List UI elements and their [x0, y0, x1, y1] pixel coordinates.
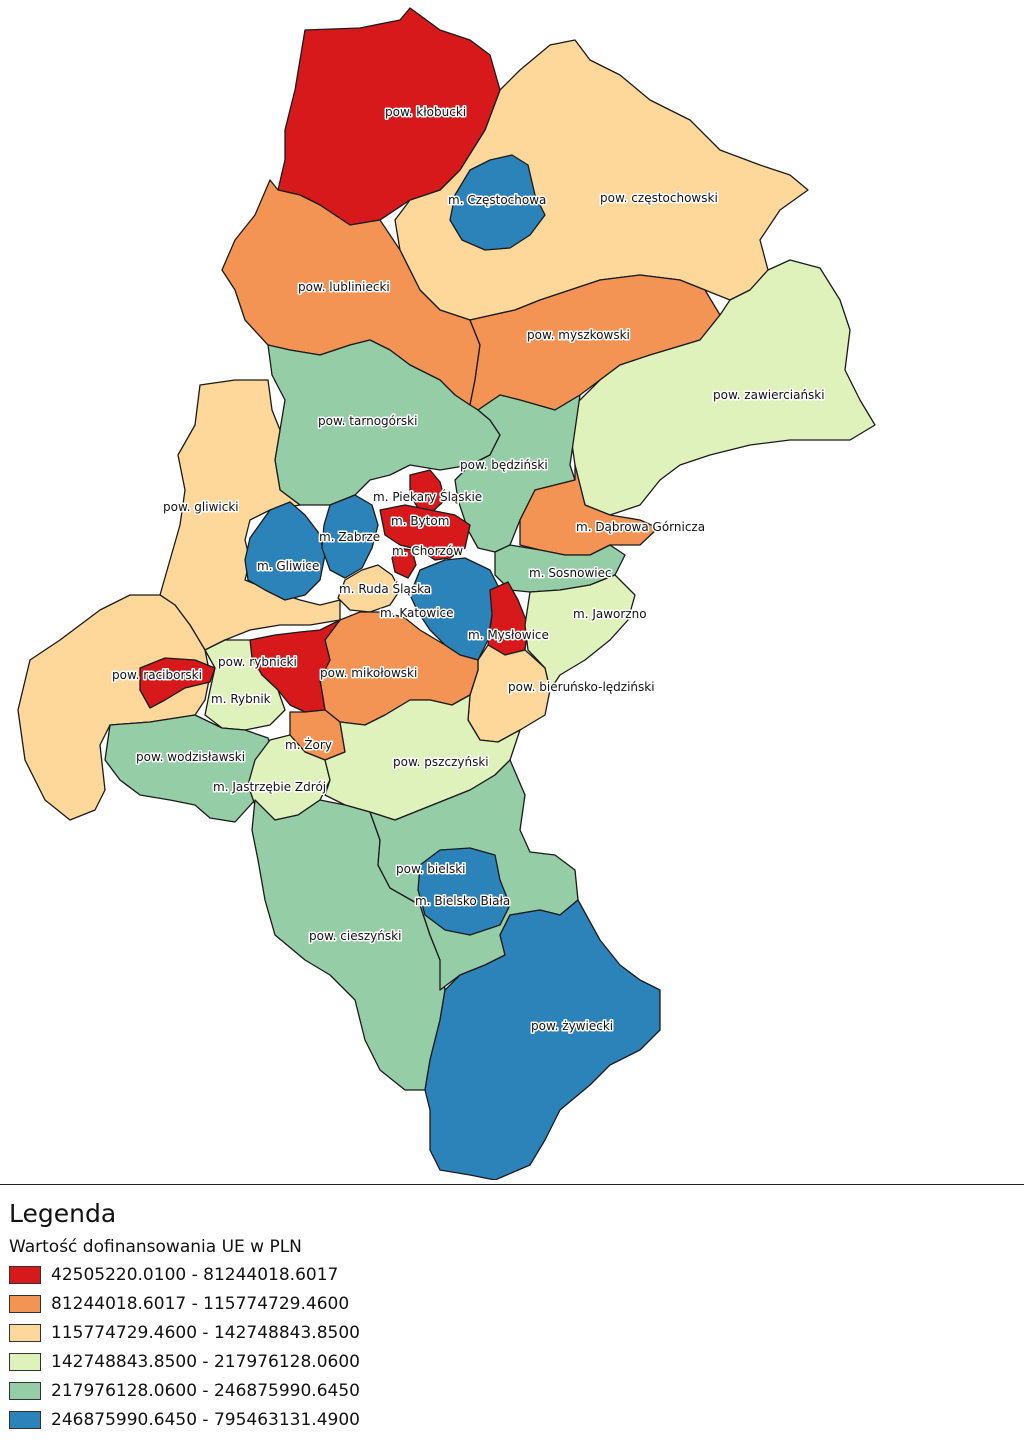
legend-swatch [9, 1353, 41, 1371]
legend-label: 115774729.4600 - 142748843.8500 [51, 1323, 360, 1343]
label-pow-klobucki: pow. kłobucki [385, 105, 466, 119]
label-m-piekary-slaskie: m. Piekary Śląskie [373, 489, 482, 504]
region-shapes [17, 7, 876, 1180]
label-m-gliwice: m. Gliwice [257, 559, 319, 573]
label-m-chorzow: m. Chorzów [392, 544, 463, 558]
label-pow-lubliniecki: pow. lubliniecki [298, 280, 390, 294]
label-m-bytom: m. Bytom [391, 514, 449, 528]
map-legend: Legenda Wartość dofinansowania UE w PLN … [0, 1184, 1024, 1449]
label-m-myslowice: m. Mysłowice [468, 628, 549, 642]
choropleth-map: pow. kłobucki m. Częstochowa pow. często… [17, 7, 876, 1180]
region-m-ruda-slaska [337, 564, 401, 613]
label-pow-zawiercianski: pow. zawierciański [713, 388, 825, 402]
label-pow-myszkowski: pow. myszkowski [527, 328, 630, 342]
label-m-czestochowa: m. Częstochowa [448, 193, 546, 207]
region-m-katowice [409, 557, 501, 661]
label-pow-rybnicki: pow. rybnicki [218, 655, 297, 669]
region-m-rybnik [204, 639, 286, 731]
label-m-sosnowiec: m. Sosnowiec [529, 566, 612, 580]
legend-swatch [9, 1266, 41, 1284]
label-m-jaworzno: m. Jaworzno [573, 607, 647, 621]
label-m-zabrze: m. Zabrze [319, 530, 380, 544]
legend-title: Legenda [9, 1199, 117, 1228]
region-pow-gliwicki [159, 379, 341, 651]
region-m-jastrzebie-zdroj [247, 734, 331, 821]
label-pow-cieszynski: pow. cieszyński [309, 929, 401, 943]
region-pow-wodzislawski [104, 714, 276, 823]
region-pow-zywiecki [424, 899, 661, 1180]
label-pow-gliwicki: pow. gliwicki [163, 500, 239, 514]
label-m-dabrowa-gornicza: m. Dąbrowa Górnicza [576, 520, 705, 534]
label-m-bielsko-biala: m. Bielsko Biała [415, 894, 510, 908]
label-pow-pszczynski: pow. pszczyński [393, 755, 489, 769]
region-m-gliwice [244, 501, 326, 601]
label-m-katowice: m. Katowice [380, 606, 454, 620]
region-m-bielsko-biala [417, 847, 511, 936]
label-m-rybnik: m. Rybnik [211, 692, 271, 706]
legend-swatch [9, 1295, 41, 1313]
region-pow-rybnicki-west [139, 657, 216, 709]
label-m-zory: m. Żory [285, 737, 332, 752]
region-m-piekary-slaskie [409, 469, 446, 513]
region-m-zabrze [321, 494, 379, 579]
legend-item: 217976128.0600 - 246875990.6450 [9, 1379, 360, 1403]
region-m-bytom [379, 504, 471, 561]
label-pow-czestochowski: pow. częstochowski [600, 191, 718, 205]
label-pow-tarnogorski: pow. tarnogórski [318, 414, 417, 428]
label-pow-wodzislawski: pow. wodzisławski [136, 750, 245, 764]
legend-subtitle: Wartość dofinansowania UE w PLN [9, 1237, 302, 1257]
legend-swatch [9, 1411, 41, 1429]
region-pow-zawiercianski [569, 259, 876, 516]
legend-label: 81244018.6017 - 115774729.4600 [51, 1294, 350, 1314]
label-m-ruda-slaska: m. Ruda Śląska [339, 581, 431, 596]
legend-item: 81244018.6017 - 115774729.4600 [9, 1292, 349, 1316]
region-m-chorzow [391, 547, 417, 579]
label-pow-bedzinski: pow. będziński [460, 458, 548, 472]
legend-swatch [9, 1324, 41, 1342]
region-m-jaworzno [524, 574, 636, 691]
region-m-czestochowa [449, 154, 546, 251]
label-pow-mikolowski: pow. mikołowski [320, 666, 417, 680]
label-pow-bielski: pow. bielski [396, 862, 466, 876]
region-labels: pow. kłobucki m. Częstochowa pow. często… [111, 104, 827, 1035]
label-m-jastrzebie-zdroj: m. Jastrzębie Zdrój [213, 780, 326, 794]
legend-item: 142748843.8500 - 217976128.0600 [9, 1350, 360, 1374]
legend-label: 217976128.0600 - 246875990.6450 [51, 1381, 360, 1401]
region-pow-klobucki [277, 7, 501, 226]
legend-swatch [9, 1382, 41, 1400]
legend-label: 42505220.0100 - 81244018.6017 [51, 1265, 339, 1285]
legend-label: 246875990.6450 - 795463131.4900 [51, 1410, 360, 1430]
legend-item: 246875990.6450 - 795463131.4900 [9, 1408, 360, 1432]
label-pow-bierunsko-ledzinski: pow. bieruńsko-lędziński [508, 680, 655, 694]
label-pow-zywiecki: pow. żywiecki [531, 1019, 613, 1033]
region-m-myslowice [487, 581, 529, 656]
legend-item: 115774729.4600 - 142748843.8500 [9, 1321, 360, 1345]
label-pow-raciborski: pow. raciborski [112, 668, 202, 682]
legend-label: 142748843.8500 - 217976128.0600 [51, 1352, 360, 1372]
legend-item: 42505220.0100 - 81244018.6017 [9, 1263, 338, 1287]
